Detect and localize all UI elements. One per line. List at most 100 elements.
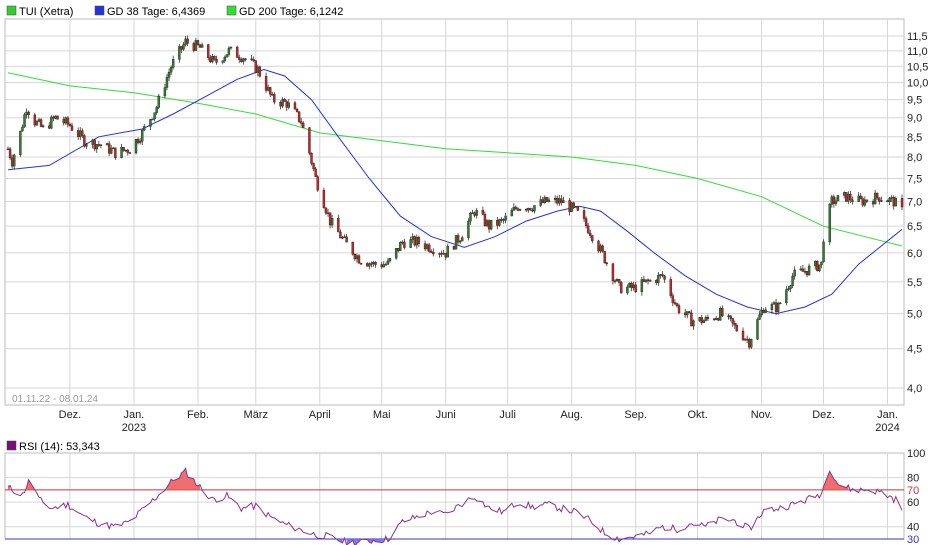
candle-down [258, 66, 262, 77]
rsi-legend-label: RSI (14): 53,343 [19, 441, 100, 453]
candle-down [66, 117, 70, 125]
candle-up [388, 258, 392, 262]
candle-up [372, 261, 375, 264]
candle-down [264, 76, 268, 91]
x-tick-label: Dez. [812, 409, 835, 421]
candle-down [107, 143, 111, 154]
price-y-tick-label: 4,5 [907, 344, 922, 356]
candle-down [70, 125, 74, 131]
candle-down [661, 274, 664, 276]
candle-up [153, 112, 156, 120]
candle-down [762, 310, 765, 313]
candle-down [269, 87, 272, 95]
price-y-axis: 11,5 11,0 10,5 10,0 9,5 9,0 8,5 8,0 7,5 7,0 6,5 6,0… [907, 31, 928, 395]
candle-down [671, 295, 675, 303]
candle-down [126, 149, 129, 153]
candle-up [194, 40, 198, 51]
candle-down [690, 312, 693, 327]
candle-down [514, 206, 518, 209]
x-tick-label: Dez. [59, 409, 82, 421]
candle-up [425, 244, 429, 250]
candle-down [83, 135, 86, 147]
candle-down [603, 251, 606, 264]
candle-up [110, 148, 113, 154]
candle-down [586, 225, 590, 234]
candle-up [828, 204, 831, 243]
candle-down [591, 235, 594, 242]
candle-up [500, 219, 503, 221]
candle-down [531, 209, 534, 212]
x-tick-label: Juni [436, 409, 456, 421]
candle-up [873, 192, 877, 205]
candle-down [700, 317, 703, 324]
candle-down [634, 284, 637, 293]
candle-up [857, 195, 860, 202]
candle-down [851, 199, 854, 202]
x-tick-label: Feb. [187, 409, 209, 421]
candle-up [770, 304, 774, 311]
candle-up [12, 154, 16, 167]
candle-up [120, 147, 123, 158]
candle-down [397, 248, 400, 251]
candle-down [677, 305, 681, 313]
candle-up [225, 54, 229, 58]
candle-down [589, 232, 592, 236]
candle-up [242, 58, 245, 62]
candle-up [599, 245, 602, 252]
candle-down [198, 44, 202, 48]
candle-up [138, 141, 142, 143]
candle-down [370, 263, 373, 265]
candle-down [688, 311, 691, 314]
candle-down [97, 144, 101, 146]
candle-down [861, 198, 864, 206]
candle-down [403, 241, 406, 248]
candle-down [568, 200, 571, 212]
candle-down [283, 99, 286, 102]
candle-down [252, 59, 255, 61]
candle-down [316, 176, 319, 191]
candle-up [489, 220, 493, 230]
candle-up [814, 261, 817, 267]
candle-up [888, 197, 891, 203]
candle-up [498, 219, 501, 226]
candle-up [659, 274, 662, 276]
candle-up [19, 130, 22, 156]
x-tick-label: Juli [499, 409, 516, 421]
candle-up [169, 67, 173, 73]
candle-down [62, 119, 65, 124]
candle-down [114, 147, 117, 158]
candle-up [41, 125, 45, 128]
candle-up [446, 246, 449, 258]
candle-down [136, 139, 140, 143]
candle-down [423, 243, 427, 250]
candle-up [880, 200, 883, 202]
candle-up [626, 286, 629, 294]
price-legend-swatch [6, 5, 17, 16]
candle-down [310, 153, 313, 164]
candle-down [748, 338, 751, 348]
candle-up [657, 274, 660, 283]
candle-up [743, 338, 747, 341]
candle-up [471, 212, 474, 214]
candle-up [461, 237, 464, 242]
candle-up [343, 236, 346, 238]
candle-down [560, 198, 563, 203]
price-y-tick-label: 9,5 [907, 95, 922, 107]
candle-up [714, 318, 718, 320]
candle-up [256, 66, 260, 73]
candle-down [849, 194, 852, 201]
candle-down [271, 94, 274, 96]
candle-down [892, 196, 895, 207]
candle-down [215, 59, 218, 63]
candle-up [141, 129, 144, 142]
rsi-overbought-fill [823, 471, 849, 490]
candle-down [380, 264, 383, 268]
candle-down [541, 199, 544, 204]
candle-down [207, 44, 210, 58]
candle-up [229, 46, 233, 49]
candle-up [178, 46, 181, 60]
candle-down [186, 38, 189, 44]
candle-up [438, 253, 441, 255]
candle-up [411, 236, 414, 240]
